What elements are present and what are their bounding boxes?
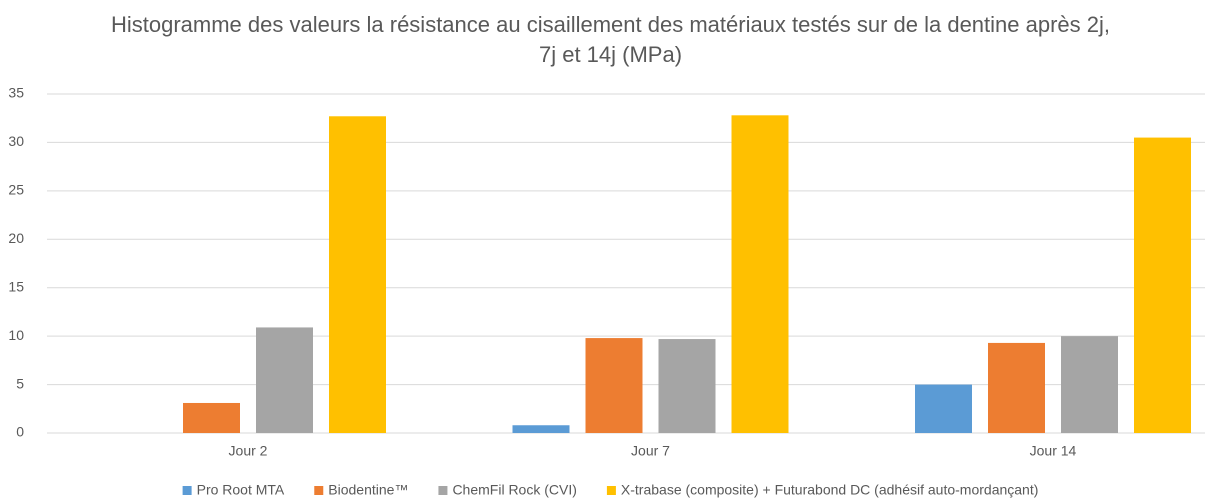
- bar: [1061, 336, 1118, 433]
- bar: [1134, 137, 1191, 434]
- bar: [658, 339, 716, 433]
- y-tick-label: 35: [8, 85, 24, 101]
- y-tick-label: 5: [16, 375, 24, 391]
- bar: [988, 342, 1045, 433]
- title-box: Histogramme des valeurs la résistance au…: [0, 10, 1221, 70]
- legend-label: ChemFil Rock (CVI): [452, 482, 576, 498]
- legend-label: Biodentine™: [328, 482, 408, 498]
- legend-swatch: [438, 486, 448, 495]
- legend-swatch: [606, 486, 616, 495]
- y-tick-label: 30: [8, 133, 24, 149]
- x-tick-label: Jour 2: [229, 443, 268, 459]
- bar: [915, 384, 972, 433]
- legend-label: Pro Root MTA: [197, 482, 285, 498]
- x-tick-label: Jour 7: [631, 443, 670, 459]
- legend-swatch: [182, 486, 192, 495]
- legend-label: X-trabase (composite) + Futurabond DC (a…: [621, 482, 1038, 498]
- x-tick-label: Jour 14: [1030, 443, 1077, 459]
- y-tick-label: 0: [16, 424, 24, 440]
- y-tick-label: 25: [8, 182, 24, 198]
- y-tick-label: 10: [8, 327, 24, 343]
- y-tick-label: 20: [8, 230, 24, 246]
- bar: [183, 402, 240, 433]
- bar: [512, 425, 570, 433]
- y-tick-label: 15: [8, 278, 24, 294]
- bar: [585, 338, 643, 433]
- bar: [731, 115, 789, 434]
- legend-swatch: [314, 486, 324, 495]
- chart-title: Histogramme des valeurs la résistance au…: [110, 12, 1111, 67]
- bar: [329, 116, 386, 433]
- bar: [256, 327, 313, 433]
